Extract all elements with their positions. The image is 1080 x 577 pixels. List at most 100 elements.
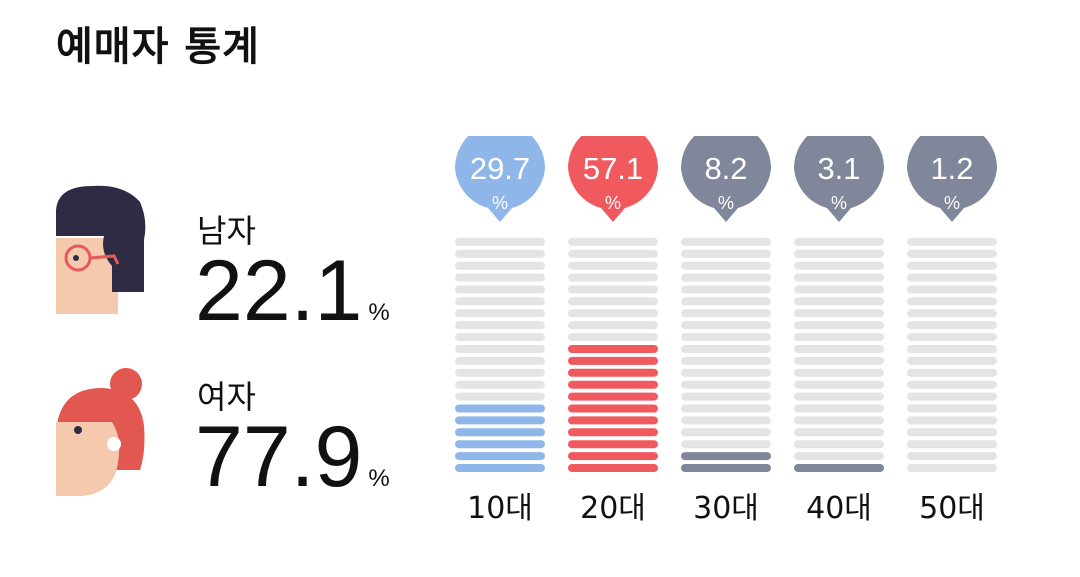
bar-segment-filled [568,345,658,353]
bar-segment-empty [681,428,771,437]
bar-segment-filled [455,404,545,413]
value-unit-label: % [605,193,621,213]
value-unit-label: % [492,193,508,213]
bar-segment-empty [907,297,997,306]
bar-segment-empty [455,345,545,353]
bar-segment-empty [681,321,771,330]
bar-segment-empty [907,392,997,401]
bar-segment-empty [907,428,997,437]
bar-segment-filled [568,404,658,413]
age-column-1: 29.7% 10대 [455,136,545,526]
bar-segment-empty [907,368,997,377]
page-title: 예매자 통계 [56,24,260,70]
bar-segment-filled [568,416,658,425]
bar-segment-filled [568,356,658,365]
bar-segment-empty [907,273,997,282]
value-unit-label: % [718,193,734,213]
bar-segment-empty [681,297,771,306]
bar-segment-empty [455,321,545,330]
male-percentage: 22.1% [195,248,390,356]
bar-segment-filled [568,464,658,472]
female-stat: 여자 77.9% [52,362,412,502]
bar-segment-filled [455,440,545,449]
bar-segment-empty [794,249,884,258]
bar-segment-empty [455,380,545,389]
bar-segment-filled [681,452,771,461]
bar-segment-empty [681,404,771,413]
male-label: 남자 [197,212,256,250]
bar-segment-empty [907,249,997,258]
bar-segment-empty [455,273,545,282]
bar-segment-empty [907,356,997,365]
bar-segment-empty [681,356,771,365]
male-avatar-icon [56,185,146,314]
bar-segment-empty [794,404,884,413]
age-distribution-chart: 29.7% 10대 57.1% 20대 8.2% 30대 3.1% 40대 1.2% 50대 [455,136,997,526]
bar-segment-empty [907,261,997,270]
bar-segment-empty [681,333,771,342]
bar-segment-empty [681,392,771,401]
bar-segment-empty [794,356,884,365]
category-label: 30대 [693,491,759,526]
age-column-5: 1.2% 50대 [907,136,997,526]
bar-segment-empty [568,273,658,282]
bar-segment-empty [907,333,997,342]
bar-segment-empty [455,297,545,306]
bar-segment-empty [794,428,884,437]
bar-segment-empty [907,309,997,318]
bar-segment-filled [568,440,658,449]
bar-segment-empty [455,261,545,270]
value-label: 57.1 [583,151,643,186]
male-stat: 남자 22.1% [52,180,412,334]
value-bubble [455,136,545,222]
bar-segment-empty [568,249,658,258]
value-unit-label: % [944,193,960,213]
bar-segment-filled [568,392,658,401]
bar-segment-empty [794,452,884,461]
category-label: 50대 [919,491,985,526]
bar-segment-empty [681,237,771,246]
bar-segment-empty [907,452,997,461]
bar-segment-filled [455,464,545,472]
bar-segment-empty [455,392,545,401]
bar-segment-empty [568,309,658,318]
bar-segment-filled [568,452,658,461]
bar-segment-filled [568,368,658,377]
bar-segment-empty [794,285,884,294]
category-label: 40대 [806,491,872,526]
bar-segment-empty [681,368,771,377]
bar-segment-empty [568,321,658,330]
bar-segment-empty [455,249,545,258]
bar-segment-empty [907,285,997,294]
male-percentage-value: 22.1 [195,243,363,339]
bar-segment-empty [794,416,884,425]
bar-segment-empty [794,273,884,282]
female-percentage: 77.9% [195,414,390,522]
bar-segment-empty [681,345,771,353]
male-percentage-unit: % [368,299,390,326]
bar-segment-empty [568,261,658,270]
bar-segment-empty [568,285,658,294]
value-bubble [568,136,658,222]
bar-segment-empty [907,416,997,425]
bar-segment-empty [794,321,884,330]
bar-segment-empty [455,356,545,365]
age-column-2: 57.1% 20대 [568,136,658,526]
bar-segment-empty [907,380,997,389]
bar-segment-empty [681,273,771,282]
bar-segment-empty [681,416,771,425]
bar-segment-empty [794,333,884,342]
category-label: 10대 [467,491,533,526]
bar-segment-empty [794,261,884,270]
female-percentage-value: 77.9 [195,409,363,505]
bar-segment-empty [455,333,545,342]
value-label: 1.2 [930,151,973,186]
female-label: 여자 [197,378,256,416]
age-column-3: 8.2% 30대 [681,136,771,526]
bar-segment-empty [681,440,771,449]
bar-segment-filled [455,452,545,461]
bar-segment-empty [794,297,884,306]
bar-segment-empty [794,440,884,449]
bar-segment-empty [681,261,771,270]
value-label: 29.7 [470,151,530,186]
